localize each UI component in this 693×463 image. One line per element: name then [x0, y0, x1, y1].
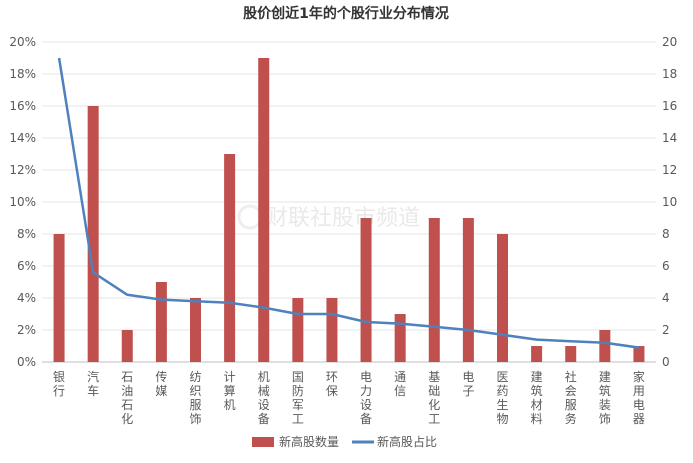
gridlines [42, 41, 656, 363]
y-right-tick-label: 20 [662, 35, 677, 49]
x-category-label: 基础化工 [428, 370, 440, 426]
bar [394, 314, 406, 362]
bar [531, 346, 543, 362]
y-left-tick-label: 2% [17, 323, 36, 337]
bar [87, 106, 99, 362]
y-left-tick-label: 4% [17, 291, 36, 305]
x-category-label: 医药生物 [496, 370, 508, 426]
x-category-label: 建筑装饰 [599, 370, 611, 426]
legend: 新高股数量 新高股占比 [252, 434, 437, 449]
x-category-label: 传媒 [155, 369, 167, 398]
chart-title: 股价创近1年的个股行业分布情况 [243, 5, 449, 22]
bar [53, 234, 65, 362]
line-series [57, 57, 640, 349]
bar [360, 218, 372, 362]
bar [599, 330, 611, 362]
y-left-tick-label: 16% [9, 99, 36, 113]
bar [326, 298, 338, 362]
x-category-label: 家用电器 [633, 369, 645, 426]
y-left-tick-label: 10% [9, 195, 36, 209]
y-axis-right: 0 2 4 6 8 10 12 14 16 18 20 [662, 35, 677, 369]
x-category-label: 机械设备 [258, 370, 270, 426]
x-category-label: 纺织服饰 [189, 370, 201, 426]
y-left-tick-label: 8% [17, 227, 36, 241]
y-right-tick-label: 18 [662, 67, 677, 81]
x-category-label: 电力设备 [360, 370, 372, 426]
bar-series [53, 58, 645, 362]
bar [121, 330, 133, 362]
watermark-text: 财联社股市频道 [266, 206, 420, 231]
y-axis-left: 0% 2% 4% 6% 8% 10% 12% 14% 16% 18% 20% [9, 35, 36, 369]
y-right-tick-label: 2 [662, 323, 670, 337]
y-left-tick-label: 0% [17, 355, 36, 369]
y-right-tick-label: 8 [662, 227, 670, 241]
x-category-label: 石油石化 [121, 370, 133, 426]
x-category-label: 环保 [326, 370, 338, 398]
y-right-tick-label: 6 [662, 259, 670, 273]
x-category-label: 计算机 [224, 370, 236, 412]
x-category-label: 社会服务 [565, 369, 577, 426]
y-right-tick-label: 12 [662, 163, 677, 177]
bar [565, 346, 577, 362]
x-category-label: 通信 [394, 370, 406, 398]
bar [633, 346, 645, 362]
x-category-label: 汽车 [87, 369, 99, 398]
y-right-tick-label: 16 [662, 99, 677, 113]
x-category-label: 电子 [462, 370, 474, 398]
y-left-tick-label: 20% [9, 35, 36, 49]
legend-label-line: 新高股占比 [377, 434, 437, 449]
watermark-logo-icon [237, 204, 263, 230]
bar [497, 234, 508, 362]
x-category-label: 国防军工 [292, 370, 304, 426]
bar [462, 218, 474, 362]
x-category-label: 建筑材料 [531, 370, 543, 426]
y-right-tick-label: 0 [662, 355, 670, 369]
watermark: 财联社股市频道 [237, 204, 420, 231]
bar [224, 154, 236, 362]
y-left-tick-label: 18% [9, 67, 36, 81]
y-right-tick-label: 4 [662, 291, 670, 305]
legend-label-bar: 新高股数量 [279, 434, 339, 449]
y-left-tick-label: 6% [17, 259, 36, 273]
line-path [57, 57, 640, 349]
bar [155, 282, 167, 362]
bar [190, 298, 201, 362]
y-left-tick-label: 14% [9, 131, 36, 145]
y-left-tick-label: 12% [9, 163, 36, 177]
x-category-label: 银行 [53, 370, 65, 398]
y-right-tick-label: 10 [662, 195, 677, 209]
bar [258, 58, 270, 362]
y-right-tick-label: 14 [662, 131, 677, 145]
legend-swatch-bar [252, 437, 274, 447]
bar [292, 298, 304, 362]
bar [428, 218, 440, 362]
